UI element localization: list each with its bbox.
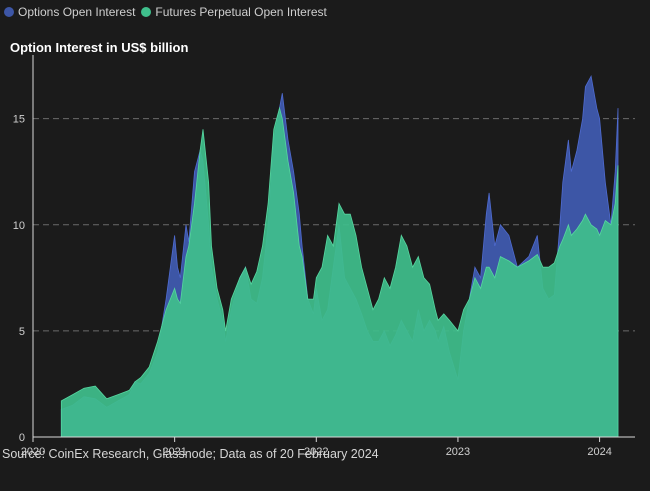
legend: Options Open Interest Futures Perpetual … — [4, 3, 327, 21]
x-tick-label-2020: 2020 — [21, 446, 45, 458]
chart-title: Option Interest in US$ billion — [10, 40, 189, 55]
y-tick-label-10: 10 — [13, 220, 25, 232]
x-tick-label-2022: 2022 — [304, 446, 328, 458]
legend-item-futures[interactable]: Futures Perpetual Open Interest — [141, 5, 327, 19]
x-tick-label-2024: 2024 — [587, 446, 611, 458]
x-tick-label-2021: 2021 — [162, 446, 186, 458]
y-tick-label-5: 5 — [19, 326, 25, 338]
legend-swatch-options — [4, 7, 14, 17]
legend-label-futures: Futures Perpetual Open Interest — [155, 5, 327, 19]
series-area-futures — [60, 106, 619, 438]
axes: 0 5 10 15 2020 2021 2022 2023 2024 — [13, 55, 635, 458]
x-tick-label-2023: 2023 — [446, 446, 470, 458]
y-tick-label-0: 0 — [19, 432, 25, 444]
source-note: Source: CoinEx Research, Glassnode; Data… — [2, 447, 379, 461]
legend-swatch-futures — [141, 7, 152, 17]
series-areas — [60, 74, 619, 438]
y-tick-label-15: 15 — [13, 114, 25, 126]
legend-item-options[interactable]: Options Open Interest — [4, 5, 135, 19]
legend-label-options: Options Open Interest — [18, 5, 136, 19]
